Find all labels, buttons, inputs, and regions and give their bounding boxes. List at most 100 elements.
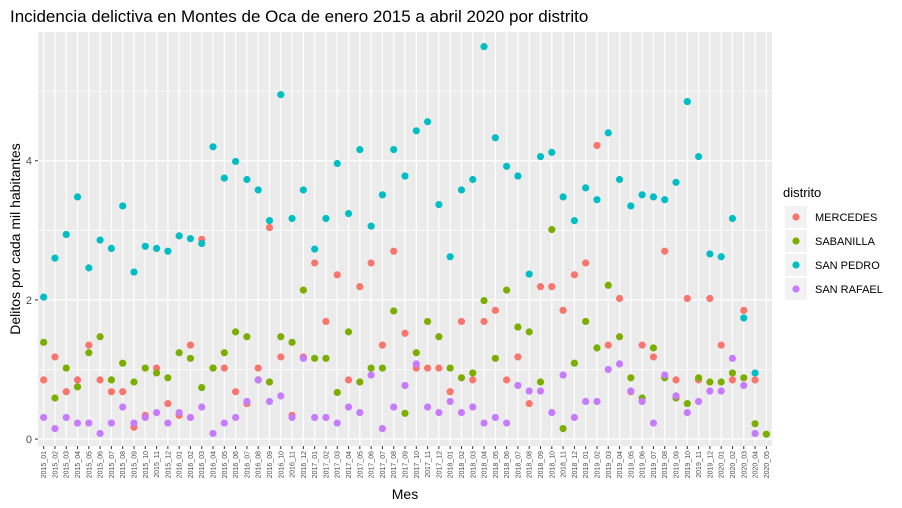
data-point — [232, 157, 240, 166]
data-point — [570, 271, 578, 279]
legend-marker — [792, 237, 800, 245]
data-point — [536, 152, 545, 161]
data-point — [277, 392, 285, 400]
data-point — [220, 349, 228, 357]
data-point — [390, 307, 398, 315]
x-tick-label: 2016_12 — [301, 451, 308, 478]
x-tick-label: 2016_10 — [278, 451, 285, 478]
data-point — [130, 419, 138, 427]
x-tick-label: 2015_02 — [52, 451, 59, 478]
data-point — [401, 172, 409, 180]
y-tick-label: 0 — [26, 434, 32, 446]
data-point — [728, 376, 737, 384]
data-point — [356, 378, 364, 386]
data-point — [525, 270, 533, 278]
data-point — [40, 293, 48, 301]
x-tick-label: 2015_04 — [75, 451, 82, 478]
legend-marker — [792, 261, 800, 269]
x-tick-label: 2017_10 — [414, 451, 421, 478]
data-point — [649, 344, 658, 352]
data-point — [661, 247, 669, 255]
x-tick-label: 2018_11 — [561, 451, 568, 478]
x-tick-label: 2016_03 — [199, 451, 206, 478]
x-tick-label: 2018_04 — [482, 451, 489, 478]
data-point — [615, 175, 624, 184]
x-tick-label: 2019_08 — [662, 451, 669, 478]
data-point — [40, 338, 48, 346]
x-tick-label: 2019_12 — [707, 451, 714, 478]
data-point — [683, 399, 691, 408]
data-point — [51, 353, 59, 361]
data-point — [141, 364, 149, 372]
x-tick-label: 2017_06 — [369, 451, 376, 478]
x-tick-label: 2015_01 — [41, 451, 48, 478]
data-point — [378, 364, 387, 372]
data-point — [638, 191, 646, 199]
data-point — [73, 193, 82, 201]
data-point — [164, 399, 172, 408]
legend-label: SAN RAFAEL — [815, 284, 883, 296]
data-point — [232, 413, 240, 422]
chart-title: Incidencia delictiva en Montes de Oca de… — [10, 7, 588, 26]
x-tick-label: 2020_03 — [741, 451, 748, 478]
x-tick-label: 2015_10 — [143, 451, 150, 478]
data-point — [243, 175, 251, 184]
x-tick-label: 2019_09 — [674, 451, 681, 478]
data-point — [446, 364, 454, 372]
x-tick-label: 2019_02 — [594, 451, 601, 478]
data-point — [548, 148, 556, 156]
data-point — [107, 244, 115, 252]
data-point — [525, 387, 533, 395]
data-point — [469, 175, 477, 184]
data-point — [232, 328, 240, 336]
x-tick-label: 2016_09 — [267, 451, 274, 478]
data-point — [695, 152, 703, 161]
data-point — [107, 388, 115, 396]
data-point — [254, 364, 262, 372]
data-point — [299, 286, 307, 294]
x-tick-label: 2018_02 — [459, 451, 466, 478]
x-tick-label: 2016_04 — [211, 451, 218, 478]
x-tick-label: 2018_01 — [448, 451, 455, 478]
data-point — [356, 283, 364, 291]
legend: distrito MERCEDES SABANILLA SAN PEDRO SAN R… — [783, 185, 883, 300]
x-tick-label: 2017_07 — [380, 451, 387, 478]
data-point — [254, 376, 262, 384]
data-point — [604, 341, 612, 349]
data-point — [209, 143, 217, 151]
data-point — [152, 409, 161, 417]
data-point — [548, 283, 556, 291]
data-point — [649, 419, 658, 427]
data-point — [480, 419, 488, 427]
x-tick-label: 2017_09 — [403, 451, 410, 478]
data-point — [649, 193, 658, 201]
data-point — [695, 374, 703, 382]
x-tick-label: 2017_03 — [335, 451, 342, 478]
data-point — [412, 349, 420, 357]
data-point — [288, 338, 296, 346]
x-tick-label: 2017_05 — [357, 451, 364, 478]
data-point — [683, 97, 691, 106]
data-point — [536, 378, 545, 386]
x-tick-label: 2015_05 — [86, 451, 93, 478]
legend-title: distrito — [783, 185, 821, 200]
data-point — [378, 341, 387, 349]
data-point — [62, 413, 70, 422]
data-point — [638, 341, 646, 349]
x-tick-label: 2018_05 — [493, 451, 500, 478]
data-point — [277, 333, 285, 341]
data-point — [175, 232, 183, 240]
data-point — [311, 413, 319, 422]
data-point — [435, 364, 443, 372]
data-point — [446, 253, 454, 261]
x-axis-title: Mes — [392, 486, 418, 502]
data-point — [243, 397, 251, 406]
data-point — [740, 314, 748, 322]
data-point — [604, 129, 612, 137]
data-point — [435, 333, 443, 341]
x-tick-label: 2019_05 — [628, 451, 635, 478]
data-point — [582, 317, 590, 326]
data-point — [469, 376, 477, 384]
y-axis-title: Delitos por cada mil habitantes — [7, 143, 23, 334]
data-point — [446, 388, 454, 396]
